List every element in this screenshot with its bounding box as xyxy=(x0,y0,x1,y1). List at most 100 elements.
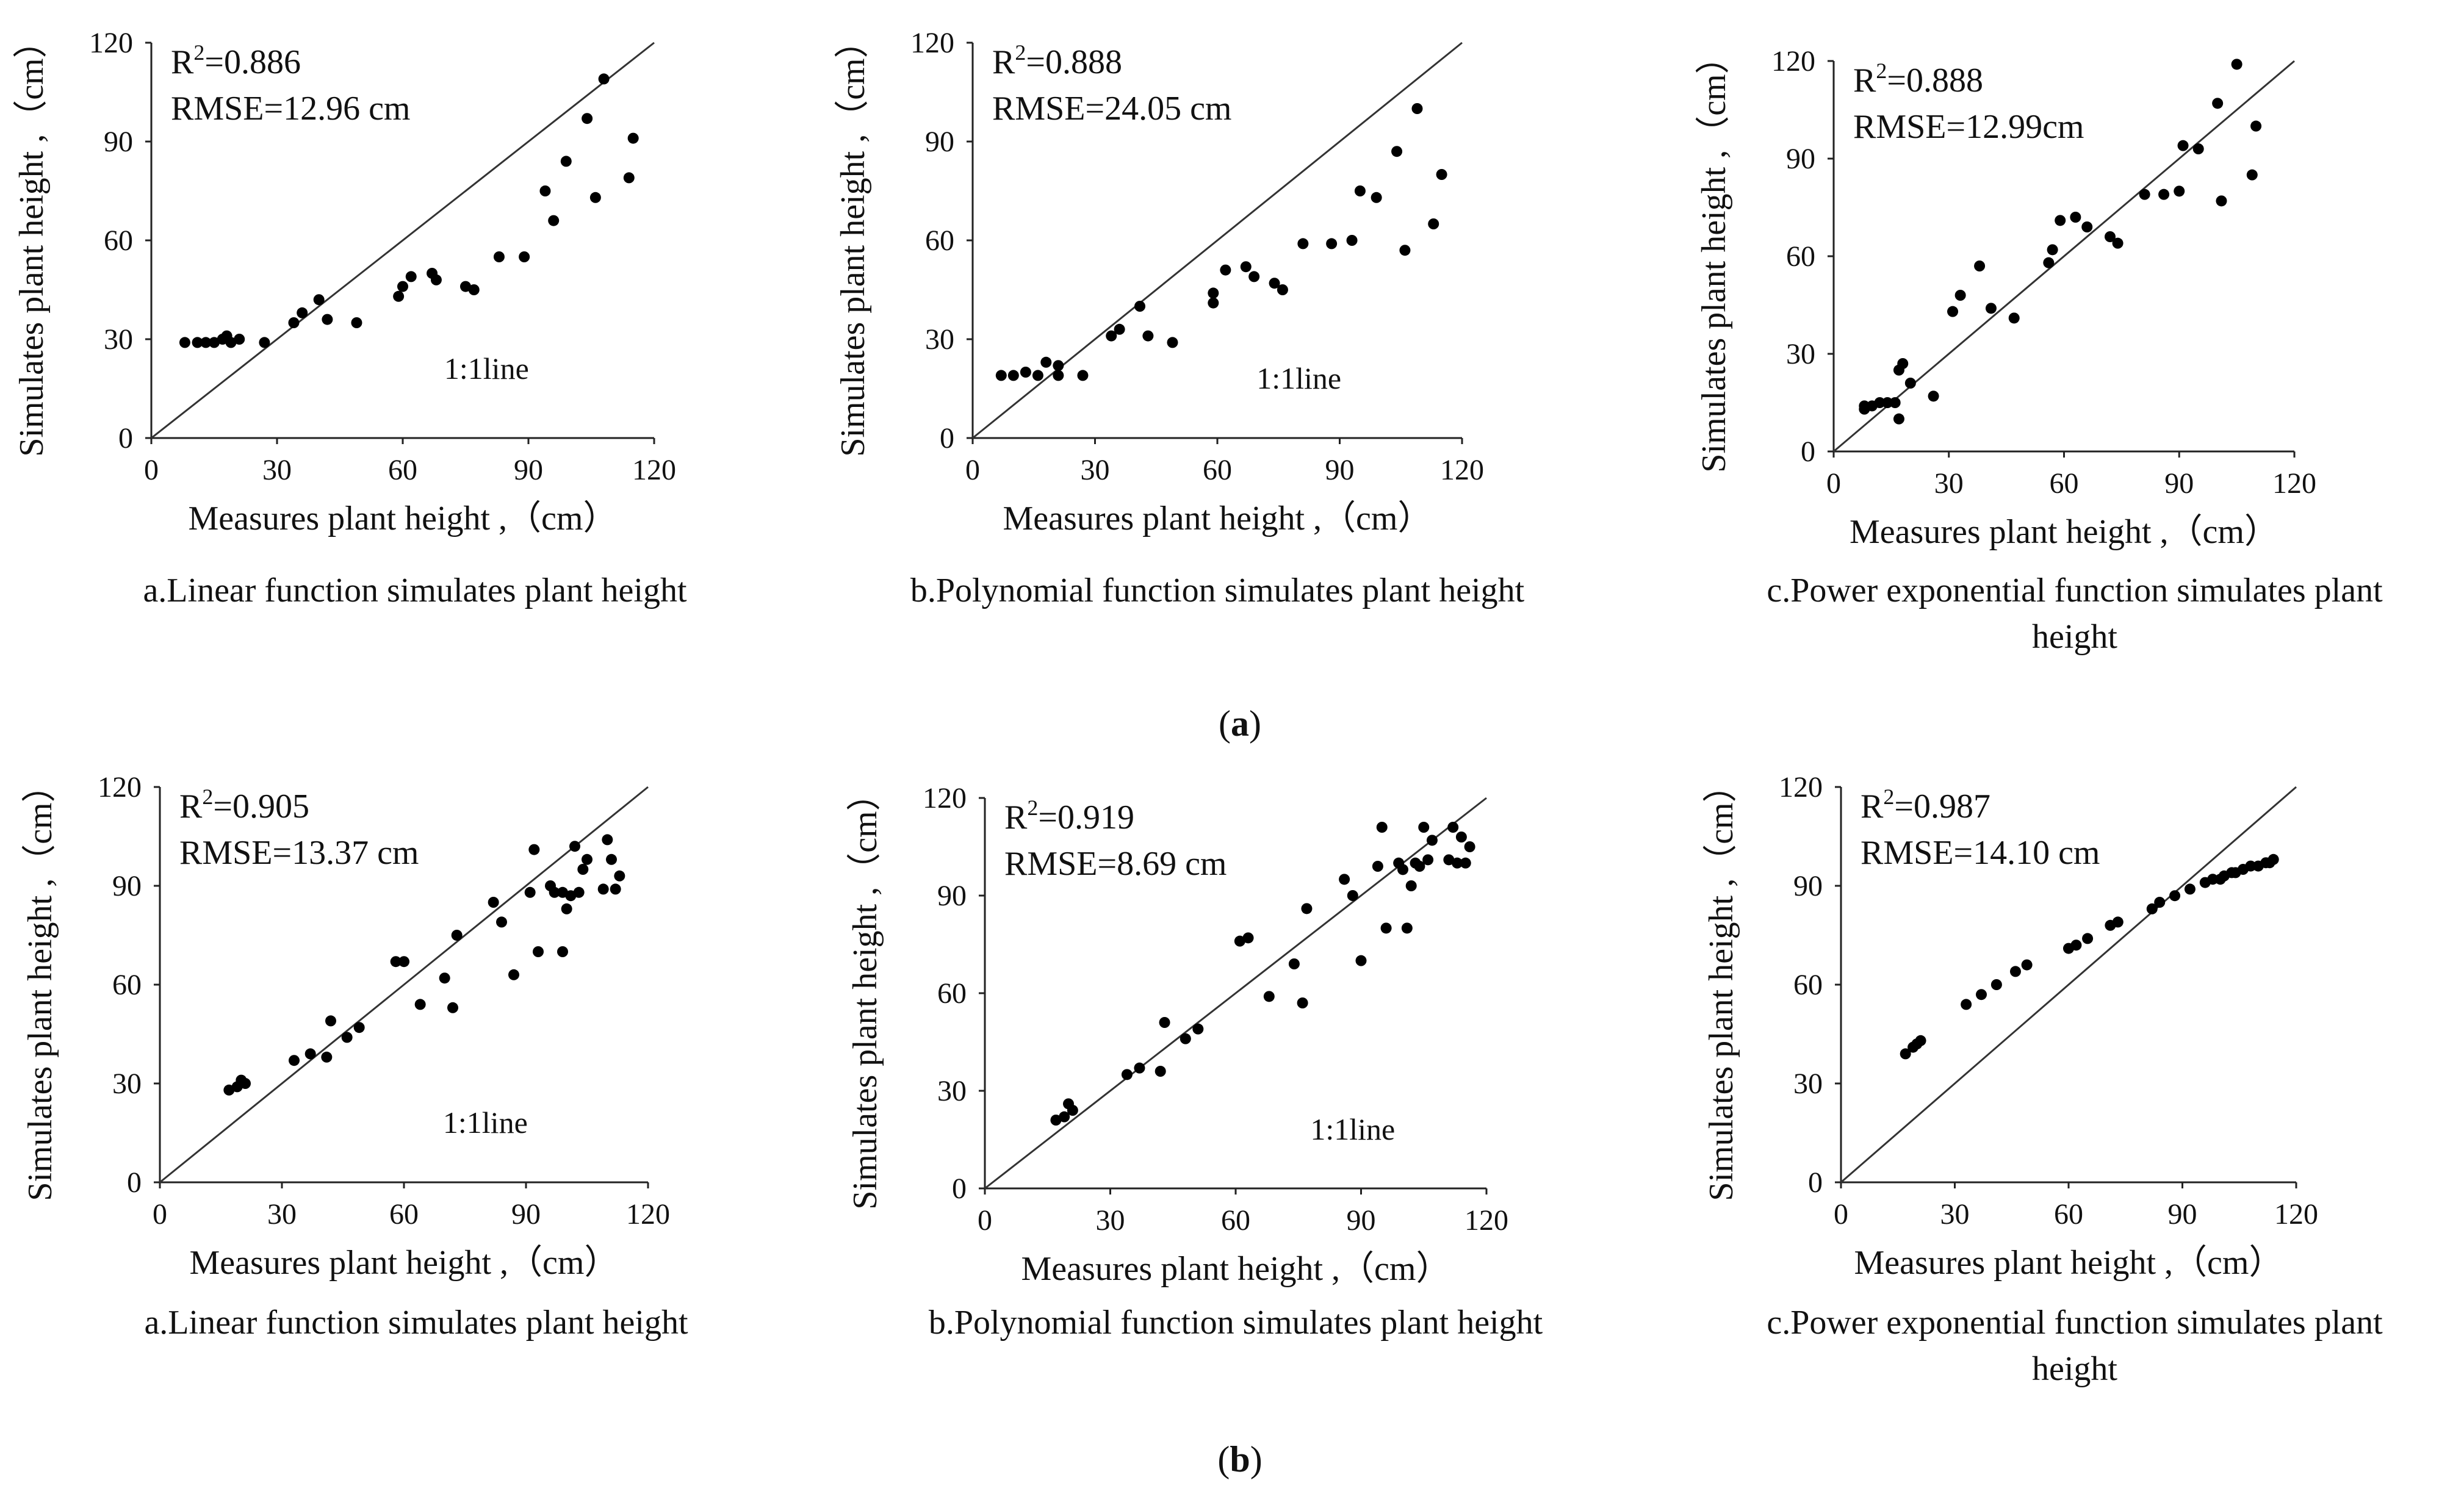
data-point xyxy=(1263,991,1275,1002)
data-point xyxy=(2070,940,2082,951)
data-point xyxy=(1418,822,1430,833)
data-point xyxy=(2146,903,2158,914)
data-point xyxy=(1897,358,1909,369)
data-point xyxy=(1155,1066,1166,1077)
data-point xyxy=(2112,237,2124,249)
data-point xyxy=(2268,853,2279,865)
x-tick-label: 30 xyxy=(1081,454,1110,486)
data-point xyxy=(627,132,639,144)
r2-label: R2=0.919 xyxy=(1004,796,1134,836)
data-point xyxy=(1422,854,1434,866)
data-point xyxy=(1297,238,1309,250)
data-point xyxy=(2139,189,2150,200)
data-point xyxy=(1053,370,1064,381)
data-point xyxy=(2047,244,2058,256)
data-point xyxy=(1399,245,1411,256)
data-point xyxy=(1428,218,1439,229)
y-axis-label: Simulates plant height ,（cm） xyxy=(846,777,884,1209)
x-tick-label: 90 xyxy=(514,454,543,486)
x-tick-label: 90 xyxy=(2164,467,2194,500)
data-point xyxy=(1114,323,1125,335)
data-point xyxy=(1893,413,1904,425)
x-tick-label: 60 xyxy=(2054,1198,2083,1231)
data-point xyxy=(1443,854,1455,866)
data-point xyxy=(1889,397,1901,408)
subplot-caption: b.Polynomial function simulates plant he… xyxy=(910,572,1525,609)
rmse-label: RMSE=13.37 cm xyxy=(179,834,419,872)
subplot-caption: height xyxy=(2032,1350,2117,1388)
data-point xyxy=(573,886,585,898)
data-point xyxy=(1007,370,1019,381)
data-point xyxy=(1376,822,1388,833)
data-point xyxy=(1354,185,1366,196)
data-point xyxy=(561,903,572,914)
data-point xyxy=(200,337,212,348)
x-tick-label: 120 xyxy=(2274,1198,2318,1231)
y-tick-label: 0 xyxy=(1801,436,1815,468)
y-tick-label: 120 xyxy=(89,27,133,59)
data-point xyxy=(1339,874,1350,885)
data-point xyxy=(519,251,530,262)
y-tick-label: 0 xyxy=(952,1173,967,1205)
data-point xyxy=(2070,212,2081,223)
data-point xyxy=(234,334,245,345)
data-point xyxy=(414,999,426,1010)
data-point xyxy=(1460,857,1471,869)
x-tick-label: 0 xyxy=(978,1204,992,1237)
x-tick-label: 30 xyxy=(267,1198,297,1231)
data-point xyxy=(351,317,362,328)
data-point xyxy=(322,314,333,325)
data-point xyxy=(304,1048,316,1060)
chart-b-2: 0 30 60 90 120 0 30 60 90 120 R2=0.919 RMSE=8.69 cm… xyxy=(846,777,1543,1342)
r2-label: R2=0.886 xyxy=(171,40,301,81)
subplot-caption: height xyxy=(2032,618,2117,656)
data-point xyxy=(1372,861,1383,872)
one-to-one-label: 1:1line xyxy=(443,1105,528,1140)
data-point xyxy=(1180,1033,1191,1044)
r2-label: R2=0.905 xyxy=(179,785,309,825)
x-tick-label: 120 xyxy=(626,1198,670,1231)
data-point xyxy=(1882,397,1893,408)
subplot-caption: b.Polynomial function simulates plant he… xyxy=(929,1304,1543,1342)
data-point xyxy=(325,1015,336,1027)
rmse-label: RMSE=12.96 cm xyxy=(171,90,411,128)
y-axis-label: Simulates plant height ,（cm） xyxy=(21,768,59,1201)
y-tick-label: 0 xyxy=(118,422,133,454)
one-to-one-label: 1:1line xyxy=(1256,361,1341,395)
data-point xyxy=(589,192,601,203)
y-tick-label: 120 xyxy=(923,782,967,814)
y-tick-label: 0 xyxy=(1808,1166,1823,1199)
data-point xyxy=(313,294,325,306)
data-point xyxy=(405,271,417,282)
y-tick-label: 90 xyxy=(1786,143,1815,175)
data-point xyxy=(341,1032,353,1043)
r2-label: R2=0.987 xyxy=(1861,785,1990,825)
data-point xyxy=(209,337,220,348)
data-point xyxy=(2043,257,2055,268)
y-tick-label: 90 xyxy=(937,880,967,912)
data-point xyxy=(1301,903,1313,914)
data-point xyxy=(1297,997,1308,1008)
data-point xyxy=(321,1051,333,1063)
data-point xyxy=(2207,874,2219,885)
x-tick-label: 0 xyxy=(153,1198,167,1231)
data-point xyxy=(1346,235,1358,246)
data-point xyxy=(2192,143,2204,154)
data-point xyxy=(240,1078,251,1089)
y-tick-label: 30 xyxy=(925,323,954,356)
data-point xyxy=(1208,297,1219,309)
rmse-label: RMSE=24.05 cm xyxy=(992,90,1232,128)
y-tick-label: 120 xyxy=(1779,771,1823,803)
data-point xyxy=(2009,966,2021,977)
y-tick-label: 60 xyxy=(925,225,954,257)
data-point xyxy=(2245,860,2257,872)
data-point xyxy=(1208,287,1219,299)
x-axis-label: Measures plant height ,（cm） xyxy=(1021,1250,1450,1288)
y-axis-label: Simulates plant height ,（cm） xyxy=(13,24,51,456)
data-point xyxy=(606,853,617,865)
x-tick-label: 30 xyxy=(262,454,292,486)
data-point xyxy=(1067,1105,1078,1116)
data-point xyxy=(2184,883,2196,895)
data-point xyxy=(1134,301,1146,312)
x-tick-label: 90 xyxy=(1325,454,1355,486)
